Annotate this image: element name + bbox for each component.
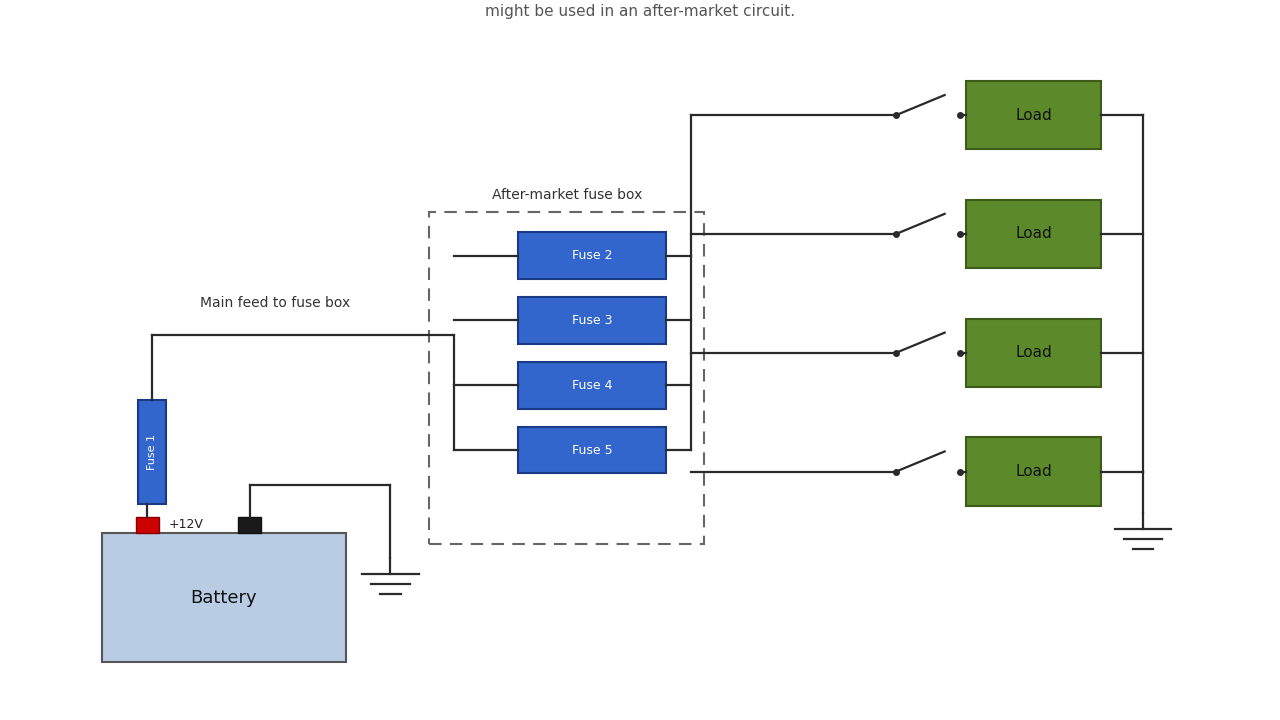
Text: Fuse 3: Fuse 3 [572,314,612,327]
Text: Fuse 5: Fuse 5 [572,444,612,456]
FancyBboxPatch shape [102,533,346,662]
Text: Load: Load [1015,108,1052,122]
FancyBboxPatch shape [966,318,1101,387]
Text: After-market fuse box: After-market fuse box [492,188,643,202]
FancyBboxPatch shape [518,426,666,474]
FancyBboxPatch shape [518,232,666,279]
FancyBboxPatch shape [518,297,666,343]
Text: Fuse 1: Fuse 1 [147,433,157,470]
FancyBboxPatch shape [238,517,261,533]
Text: Load: Load [1015,464,1052,479]
FancyBboxPatch shape [518,361,666,409]
Text: Fuse 4: Fuse 4 [572,379,612,392]
Text: Main feed to fuse box: Main feed to fuse box [200,296,351,310]
Text: Fuse 2: Fuse 2 [572,249,612,262]
Text: Load: Load [1015,346,1052,360]
FancyBboxPatch shape [966,81,1101,149]
Text: might be used in an after-market circuit.: might be used in an after-market circuit… [485,4,795,19]
Text: +12V: +12V [169,518,204,531]
Text: Load: Load [1015,227,1052,241]
FancyBboxPatch shape [966,438,1101,505]
FancyBboxPatch shape [966,199,1101,268]
Text: Battery: Battery [191,589,257,606]
FancyBboxPatch shape [136,517,159,533]
FancyBboxPatch shape [138,400,166,504]
